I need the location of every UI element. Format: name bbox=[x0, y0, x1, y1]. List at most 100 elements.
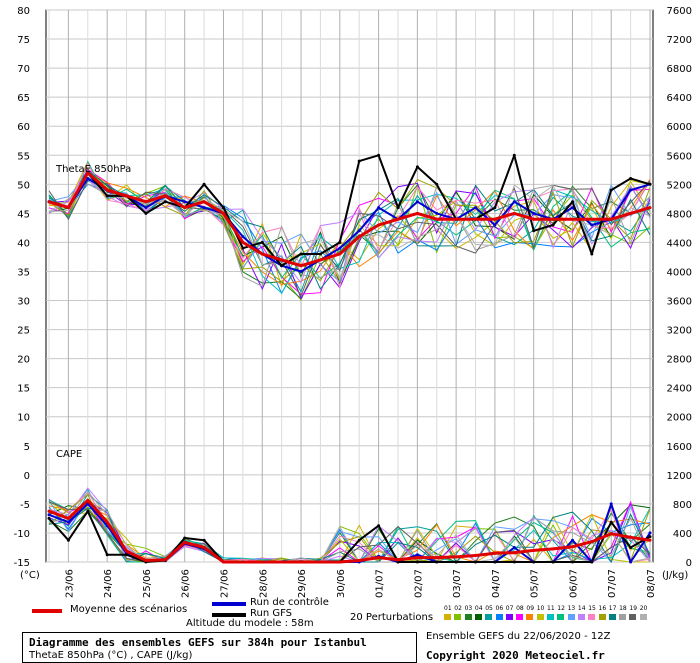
thetae-data-point bbox=[280, 264, 284, 268]
main-lines bbox=[47, 153, 652, 564]
perturbation-swatch bbox=[495, 614, 503, 620]
cape-data-point bbox=[474, 560, 477, 564]
thetae-data-point bbox=[648, 182, 652, 186]
thetae-data-point bbox=[493, 217, 497, 221]
perturbation-swatch bbox=[526, 614, 534, 620]
thetae-data-point bbox=[338, 240, 342, 244]
thetae-data-point bbox=[260, 252, 264, 256]
cape-data-point bbox=[512, 560, 516, 564]
thetae-data-point bbox=[532, 217, 536, 221]
legend-control-swatch bbox=[212, 602, 246, 606]
perturbation-swatch bbox=[577, 614, 585, 620]
perturbation-legend: 01 02 03 04 05 06 07 08 09 10 11 12 13 14 15 16 17 18 19 20 bbox=[444, 605, 654, 623]
thetae-data-point bbox=[241, 235, 245, 239]
date-tick-label: 08/07 bbox=[646, 569, 657, 598]
info-box: Diagramme des ensembles GEFS sur 384h po… bbox=[22, 632, 417, 663]
date-tick-label: 24/06 bbox=[103, 569, 114, 598]
perturbation-swatch bbox=[598, 614, 606, 620]
perturbation-swatch bbox=[444, 614, 451, 620]
left-tick-label: 0 bbox=[24, 471, 30, 482]
cape-data-point bbox=[571, 560, 574, 564]
cape-data-point bbox=[512, 546, 516, 549]
right-tick-label: 2400 bbox=[667, 384, 692, 395]
cape-data-point bbox=[396, 558, 400, 562]
thetae-data-point bbox=[415, 200, 419, 204]
date-tick-label: 04/07 bbox=[491, 569, 502, 598]
cape-data-point bbox=[609, 532, 613, 536]
perturbation-swatch bbox=[536, 614, 544, 620]
thetae-data-point bbox=[551, 223, 555, 227]
date-tick-label: 06/07 bbox=[568, 569, 579, 598]
thetae-data-point bbox=[474, 206, 477, 210]
left-tick-label: 25 bbox=[17, 326, 30, 337]
left-tick-label: 80 bbox=[17, 6, 30, 17]
date-tick-label: 30/06 bbox=[336, 569, 347, 598]
date-tick-label: 02/07 bbox=[413, 569, 424, 598]
cape-data-point bbox=[454, 560, 458, 564]
date-tick-label: 29/06 bbox=[297, 569, 308, 598]
right-tick-label: 1600 bbox=[667, 442, 692, 453]
date-tick-label: 03/07 bbox=[452, 569, 463, 598]
cape-panel-title: CAPE bbox=[56, 449, 82, 460]
cape-data-point bbox=[532, 560, 536, 564]
cape-data-point bbox=[454, 555, 458, 559]
cape-data-point bbox=[648, 538, 652, 542]
cape-data-point bbox=[493, 560, 497, 564]
thetae-data-point bbox=[629, 211, 633, 215]
cape-data-point bbox=[629, 546, 633, 549]
legend-gfs: Run GFS bbox=[212, 608, 352, 622]
right-tick-label: 6800 bbox=[667, 64, 692, 75]
thetae-data-point bbox=[609, 217, 613, 221]
thetae-data-point bbox=[202, 182, 206, 186]
left-unit-label: (°C) bbox=[20, 570, 40, 581]
chart-subtitle: ThetaE 850hPa (°C) , CAPE (J/kg) bbox=[29, 650, 193, 661]
cape-data-point bbox=[299, 560, 303, 564]
cape-data-point bbox=[512, 551, 516, 555]
right-tick-label: 800 bbox=[673, 500, 692, 511]
thetae-data-point bbox=[571, 217, 574, 221]
left-tick-label: 50 bbox=[17, 180, 30, 191]
thetae-data-point bbox=[590, 217, 594, 221]
perturbation-number: 01 bbox=[444, 605, 452, 612]
right-tick-label: 7200 bbox=[667, 35, 692, 46]
thetae-data-point bbox=[357, 159, 361, 163]
cape-data-point bbox=[280, 560, 284, 564]
cape-data-point bbox=[629, 535, 633, 539]
thetae-data-point bbox=[66, 206, 70, 210]
cape-data-point bbox=[377, 556, 381, 560]
grid bbox=[46, 9, 653, 563]
cape-data-point bbox=[415, 560, 419, 564]
perturbation-number: 07 bbox=[505, 605, 514, 612]
plot-frame bbox=[45, 9, 654, 563]
perturbation-number: 10 bbox=[536, 605, 545, 612]
thetae-data-point bbox=[105, 194, 109, 198]
thetae-data-point bbox=[86, 171, 90, 175]
thetae-perturbation-line bbox=[48, 177, 651, 279]
thetae-data-point bbox=[222, 206, 225, 210]
legend-gfs-swatch bbox=[212, 613, 246, 617]
legend-gfs-label: Run GFS bbox=[250, 608, 293, 619]
cape-data-point bbox=[590, 560, 594, 564]
cape-data-point bbox=[86, 509, 90, 513]
thetae-data-point bbox=[202, 200, 206, 204]
cape-data-point bbox=[493, 551, 497, 555]
cape-data-point bbox=[377, 524, 381, 528]
perturbation-number: 12 bbox=[557, 605, 565, 612]
cape-data-point bbox=[435, 560, 439, 564]
right-tick-label: 3200 bbox=[667, 326, 692, 337]
thetae-data-point bbox=[571, 206, 574, 210]
perturbation-number: 19 bbox=[629, 605, 638, 612]
thetae-data-point bbox=[299, 252, 303, 256]
cape-data-point bbox=[125, 553, 128, 557]
cape-data-point bbox=[396, 560, 400, 564]
thetae-data-point bbox=[222, 211, 225, 215]
right-tick-label: 5200 bbox=[667, 180, 692, 191]
date-tick-label: 27/06 bbox=[219, 569, 230, 598]
thetae-data-point bbox=[280, 258, 284, 262]
cape-data-point bbox=[66, 516, 70, 520]
cape-data-point bbox=[241, 560, 245, 564]
thetae-perturbation-line bbox=[48, 160, 651, 281]
perturbation-swatch bbox=[516, 614, 524, 620]
perturbation-number: 15 bbox=[588, 605, 596, 612]
cape-data-point bbox=[222, 560, 225, 564]
